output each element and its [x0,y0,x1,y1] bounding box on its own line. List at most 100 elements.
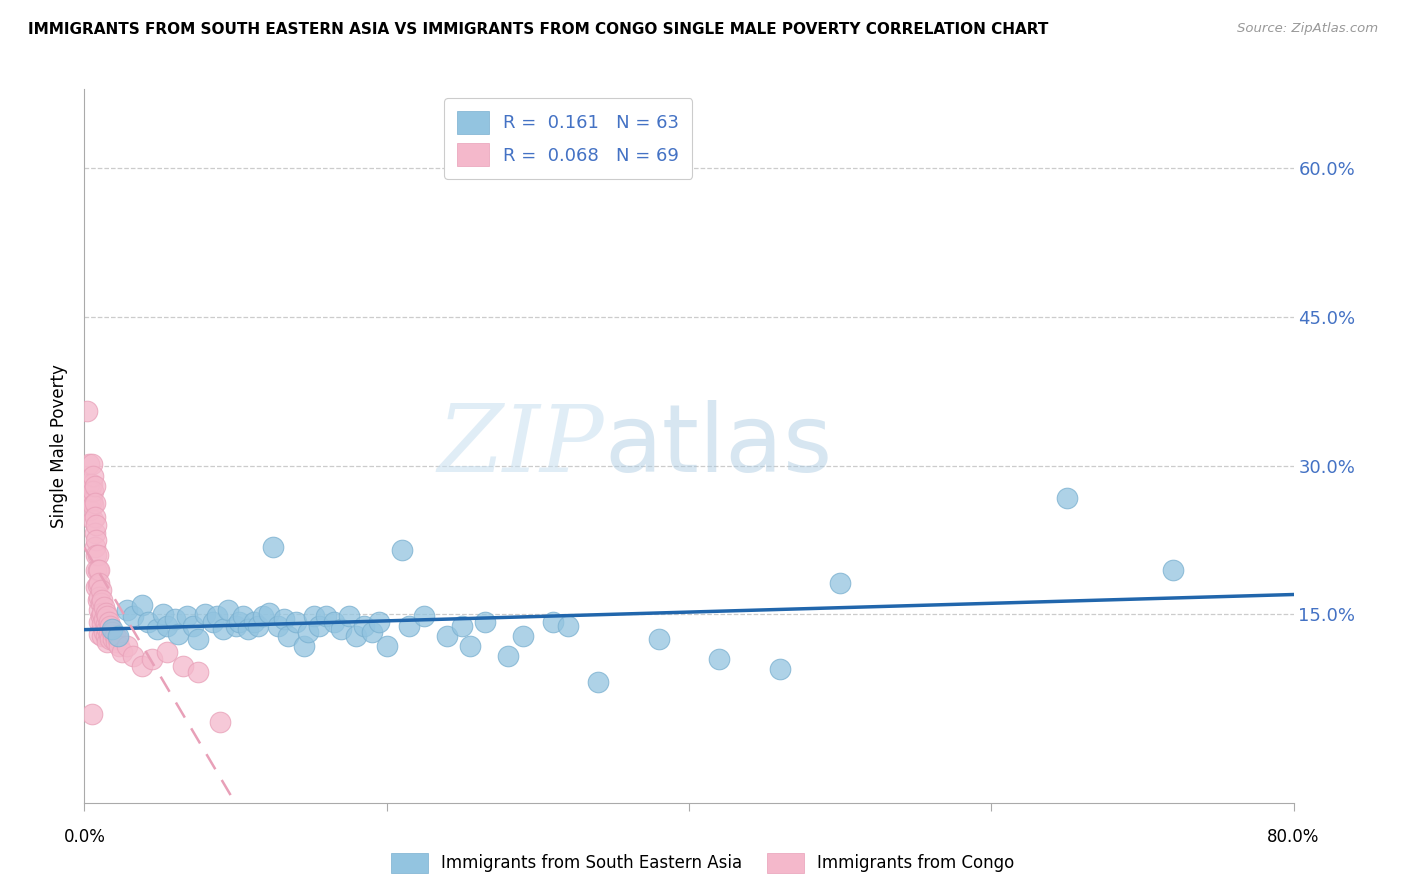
Point [277,629,299,643]
Point [207,609,229,624]
Point [94,617,117,632]
Point [87,592,110,607]
Point [267,619,290,633]
Point [111,645,134,659]
Point [273,612,295,626]
Point [84,526,107,541]
Point [242,615,264,630]
Point [375,639,398,653]
Point [89,615,111,630]
Point [86,580,108,594]
Point [91,592,114,607]
Point [89,575,111,590]
Point [89,627,111,641]
Point [131,659,153,673]
Point [209,714,232,729]
Point [101,632,124,647]
Y-axis label: Single Male Poverty: Single Male Poverty [51,364,69,528]
Point [588,674,610,689]
Legend: R =  0.161   N = 63, R =  0.068   N = 69: R = 0.161 N = 63, R = 0.068 N = 69 [444,98,692,179]
Point [302,609,325,624]
Text: Source: ZipAtlas.com: Source: ZipAtlas.com [1237,22,1378,36]
Legend: Immigrants from South Eastern Asia, Immigrants from Congo: Immigrants from South Eastern Asia, Immi… [385,847,1021,880]
Point [91,629,114,643]
Point [474,615,496,630]
Point [225,619,247,633]
Point [77,457,100,471]
Point [368,615,391,630]
Point [152,607,174,622]
Point [94,606,117,620]
Point [107,632,129,647]
Point [247,619,270,633]
Point [87,563,110,577]
Point [165,612,187,626]
Point [330,623,353,637]
Point [100,623,122,637]
Point [84,510,107,524]
Point [187,632,209,647]
Point [1056,491,1078,505]
Point [181,619,204,633]
Point [86,563,108,577]
Point [96,635,118,649]
Point [167,627,190,641]
Point [413,609,436,624]
Point [87,578,110,592]
Point [100,625,122,640]
Point [79,503,101,517]
Point [232,609,254,624]
Text: ZIP: ZIP [437,401,605,491]
Point [346,629,368,643]
Point [76,404,98,418]
Point [104,629,127,643]
Point [257,606,280,620]
Point [201,615,224,630]
Text: IMMIGRANTS FROM SOUTH EASTERN ASIA VS IMMIGRANTS FROM CONGO SINGLE MALE POVERTY : IMMIGRANTS FROM SOUTH EASTERN ASIA VS IM… [28,22,1049,37]
Point [90,596,112,610]
Point [315,609,337,624]
Point [98,632,121,647]
Point [82,513,104,527]
Point [80,457,103,471]
Point [108,639,131,653]
Point [176,609,198,624]
Text: 0.0%: 0.0% [63,828,105,846]
Point [84,478,107,492]
Point [228,615,250,630]
Point [830,575,852,590]
Point [194,607,217,622]
Point [89,590,111,604]
Point [156,619,179,633]
Point [458,639,481,653]
Text: atlas: atlas [605,400,832,492]
Point [82,483,104,498]
Point [107,629,129,643]
Point [80,476,103,491]
Point [436,629,458,643]
Point [93,612,115,626]
Point [84,496,107,510]
Point [648,632,671,647]
Point [131,598,153,612]
Point [262,540,284,554]
Point [398,619,420,633]
Point [146,623,169,637]
Point [1161,563,1184,577]
Point [141,652,163,666]
Point [769,662,792,676]
Point [89,602,111,616]
Point [91,617,114,632]
Point [322,615,344,630]
Point [451,619,474,633]
Point [292,639,315,653]
Point [90,582,112,597]
Point [115,602,138,616]
Point [93,625,115,640]
Point [98,619,121,633]
Point [217,602,239,616]
Point [87,548,110,562]
Point [93,599,115,614]
Point [115,639,138,653]
Point [353,619,375,633]
